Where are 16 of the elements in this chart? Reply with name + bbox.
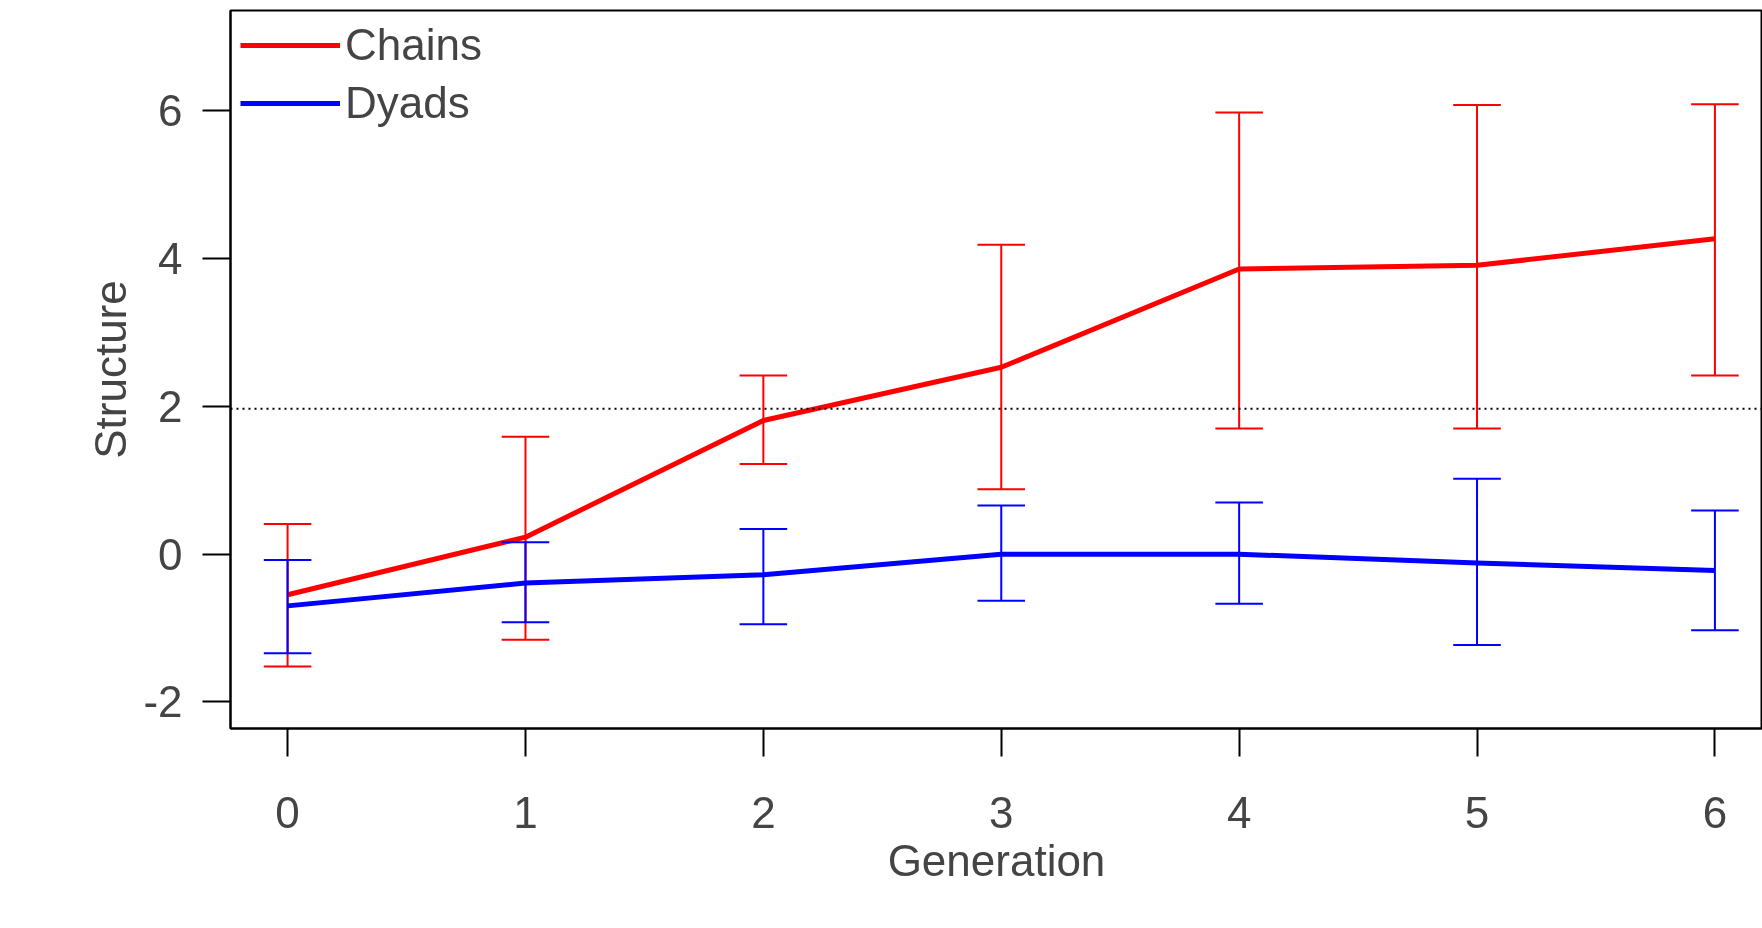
y-tick-label: 4 [158,234,183,284]
y-tick-label: 6 [158,86,183,136]
x-tick-label: 0 [275,787,300,837]
y-tick-label: 0 [158,529,183,579]
legend-label: Dyads [345,78,470,128]
x-tick-label: 1 [513,787,538,837]
y-axis-title: Structure [86,280,136,459]
x-tick-label: 4 [1226,787,1252,837]
y-tick-label: 2 [158,381,183,431]
x-tick-label: 3 [989,787,1014,837]
x-tick-label: 6 [1702,787,1728,837]
legend-label: Chains [345,20,482,70]
y-tick-label: -2 [143,677,183,727]
x-axis-title: Generation [887,835,1106,885]
x-tick-label: 5 [1464,787,1490,837]
x-tick-label: 2 [751,787,776,837]
